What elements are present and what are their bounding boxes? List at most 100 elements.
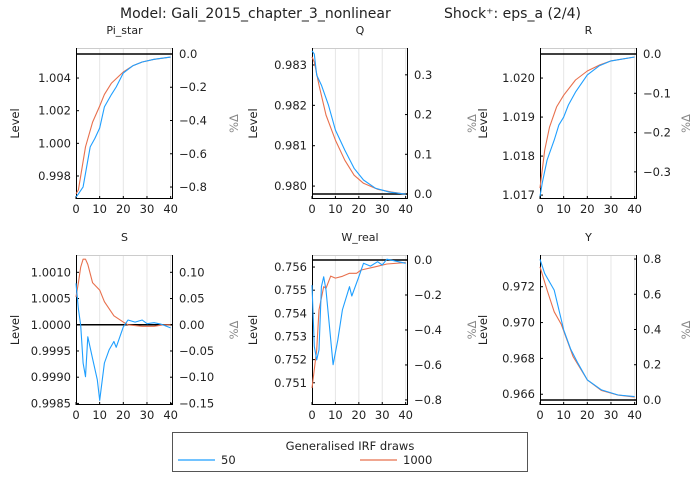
subplot-title: Y (584, 231, 592, 244)
legend-label-1000: 1000 (403, 453, 432, 467)
y-right-tick-label: −0.3 (643, 165, 671, 179)
series-line-1000 (75, 258, 171, 327)
series-line-50 (539, 56, 635, 197)
y-right-tick-label: 0.2 (414, 108, 432, 122)
y-axis-label: Level (246, 108, 260, 138)
y-tick-label: 0.981 (274, 139, 307, 153)
y-right-tick-label: 0.0 (643, 393, 661, 407)
x-tick-label: 40 (398, 202, 413, 216)
subplot-r: R 0 10 20 30 40 1.017 1.018 1.019 1.020 0.0 −0.1 −0.… (476, 24, 693, 216)
subplot-title: S (121, 231, 128, 244)
y-right-tick-label: −0.8 (179, 180, 207, 194)
y-right-tick-label: −0.6 (179, 147, 207, 161)
y-right-axis-label: %Δ (679, 320, 693, 339)
series-line-50 (539, 259, 635, 398)
subplot-w_real: W_real 0 10 20 30 40 0.751 0.752 0.753 0.754 0.755… (246, 231, 479, 422)
y-tick-label: 0.968 (502, 351, 535, 365)
x-tick-label: 0 (72, 202, 79, 216)
y-tick-label: 0.9985 (31, 396, 71, 410)
x-tick-label: 20 (116, 408, 131, 422)
x-tick-label: 10 (556, 408, 571, 422)
y-right-tick-label: −0.4 (414, 323, 442, 337)
x-tick-label: 20 (116, 202, 131, 216)
x-tick-label: 10 (92, 408, 107, 422)
series-line-50 (311, 258, 406, 366)
y-right-tick-label: 0.0 (643, 47, 661, 61)
y-axis-label: Level (8, 108, 22, 138)
y-right-tick-label: 0.2 (643, 358, 661, 372)
legend: Generalised IRF draws 50 1000 (172, 432, 528, 472)
y-tick-label: 0.970 (502, 316, 535, 330)
y-right-tick-label: 0.1 (414, 147, 432, 161)
x-tick-label: 0 (308, 408, 315, 422)
y-tick-label: 1.019 (502, 110, 535, 124)
y-right-tick-label: −0.1 (643, 86, 671, 100)
y-tick-label: 0.753 (274, 329, 307, 343)
legend-box (172, 432, 528, 472)
y-right-tick-label: 0.00 (179, 318, 205, 332)
y-tick-label: 1.020 (502, 71, 535, 85)
y-right-tick-label: −0.15 (179, 396, 214, 410)
y-right-tick-label: −0.10 (179, 370, 214, 384)
y-right-tick-label: 0.10 (179, 265, 205, 279)
y-right-axis-label: %Δ (227, 114, 241, 133)
x-tick-label: 10 (556, 202, 571, 216)
y-tick-label: 1.000 (38, 136, 71, 150)
y-right-axis-label: %Δ (465, 114, 479, 133)
y-right-axis-label: %Δ (679, 114, 693, 133)
x-tick-label: 0 (536, 202, 543, 216)
y-tick-label: 0.755 (274, 283, 307, 297)
y-tick-label: 0.756 (274, 260, 307, 274)
x-tick-label: 30 (604, 202, 619, 216)
x-tick-label: 10 (92, 202, 107, 216)
y-right-tick-label: 0.8 (643, 252, 661, 266)
series-line-50 (75, 56, 171, 198)
y-right-tick-label: −0.6 (414, 358, 442, 372)
subplots: Pi_star 0 10 20 30 40 0.998 1.000 1.002 1.004 0.0 −… (8, 24, 693, 422)
series-line-50 (75, 283, 171, 401)
x-tick-label: 20 (580, 408, 595, 422)
x-tick-label: 40 (627, 408, 642, 422)
y-tick-label: 0.982 (274, 98, 307, 112)
x-tick-label: 20 (352, 202, 367, 216)
y-axis-label: Level (476, 108, 490, 138)
y-right-tick-label: −0.05 (179, 344, 214, 358)
x-tick-label: 40 (163, 202, 178, 216)
y-tick-label: 0.9990 (31, 370, 71, 384)
y-right-tick-label: 0.05 (179, 292, 205, 306)
x-tick-label: 30 (140, 408, 155, 422)
y-tick-label: 0.966 (502, 387, 535, 401)
y-right-axis-label: %Δ (227, 320, 241, 339)
y-right-tick-label: 0.3 (414, 68, 432, 82)
y-right-tick-label: 0.0 (414, 187, 432, 201)
y-right-tick-label: −0.2 (643, 126, 671, 140)
x-tick-label: 30 (604, 408, 619, 422)
y-tick-label: 0.980 (274, 179, 307, 193)
y-right-tick-label: −0.2 (179, 80, 207, 94)
y-tick-label: 0.972 (502, 280, 535, 294)
x-tick-label: 40 (398, 408, 413, 422)
x-tick-label: 20 (352, 408, 367, 422)
legend-title: Generalised IRF draws (286, 439, 415, 453)
y-tick-label: 1.017 (502, 188, 535, 202)
series-line-1000 (311, 262, 406, 389)
y-tick-label: 0.998 (38, 169, 71, 183)
y-tick-label: 0.752 (274, 353, 307, 367)
y-tick-label: 1.0000 (31, 318, 71, 332)
x-tick-label: 0 (308, 202, 315, 216)
series-line-50 (311, 50, 406, 195)
y-tick-label: 0.754 (274, 306, 307, 320)
figure-title: Model: Gali_2015_chapter_3_nonlinear (120, 6, 391, 22)
legend-label-50: 50 (221, 453, 236, 467)
x-tick-label: 10 (328, 202, 343, 216)
x-tick-label: 0 (536, 408, 543, 422)
x-tick-label: 0 (72, 408, 79, 422)
y-right-axis-label: %Δ (465, 320, 479, 339)
x-tick-label: 40 (163, 408, 178, 422)
x-tick-label: 30 (140, 202, 155, 216)
y-right-tick-label: −0.8 (414, 393, 442, 407)
y-right-tick-label: 0.0 (414, 253, 432, 267)
y-right-tick-label: 0.4 (643, 322, 661, 336)
subplot-title: Pi_star (106, 24, 143, 37)
y-tick-label: 1.002 (38, 104, 71, 118)
